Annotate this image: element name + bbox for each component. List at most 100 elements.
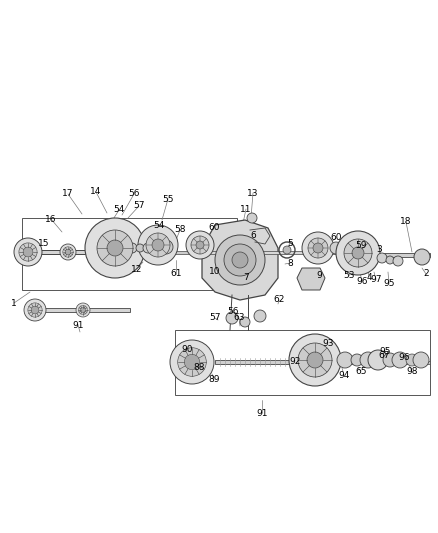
Text: 91: 91 xyxy=(256,408,268,417)
Circle shape xyxy=(247,213,257,223)
Polygon shape xyxy=(25,308,130,312)
Circle shape xyxy=(81,308,85,312)
Circle shape xyxy=(23,247,33,257)
Text: 17: 17 xyxy=(62,190,74,198)
Polygon shape xyxy=(297,268,325,290)
Text: 12: 12 xyxy=(131,264,143,273)
Text: 8: 8 xyxy=(287,259,293,268)
Circle shape xyxy=(344,239,372,267)
Text: 65: 65 xyxy=(355,367,367,376)
Circle shape xyxy=(159,240,173,254)
Circle shape xyxy=(78,305,88,314)
Text: 54: 54 xyxy=(153,221,165,230)
Polygon shape xyxy=(202,220,278,300)
Text: 58: 58 xyxy=(174,225,186,235)
Text: 91: 91 xyxy=(72,320,84,329)
Circle shape xyxy=(386,256,394,264)
Circle shape xyxy=(19,243,37,261)
Text: 92: 92 xyxy=(290,357,301,366)
Text: 54: 54 xyxy=(113,206,125,214)
Circle shape xyxy=(24,299,46,321)
Circle shape xyxy=(336,231,380,275)
Text: 60: 60 xyxy=(330,233,342,243)
Circle shape xyxy=(393,256,403,266)
Circle shape xyxy=(31,306,39,314)
Circle shape xyxy=(330,242,342,254)
Circle shape xyxy=(127,243,137,253)
Text: 2: 2 xyxy=(423,270,429,279)
Circle shape xyxy=(184,354,200,370)
Text: 18: 18 xyxy=(400,217,412,227)
Circle shape xyxy=(289,334,341,386)
Circle shape xyxy=(138,225,178,265)
Text: 3: 3 xyxy=(376,246,382,254)
Circle shape xyxy=(298,343,332,377)
Circle shape xyxy=(107,240,123,256)
Text: 97: 97 xyxy=(370,276,382,285)
Text: 59: 59 xyxy=(355,240,367,249)
Circle shape xyxy=(97,230,133,266)
Text: 53: 53 xyxy=(343,271,355,279)
Circle shape xyxy=(392,352,408,368)
Circle shape xyxy=(383,353,397,367)
Text: 16: 16 xyxy=(45,214,57,223)
Circle shape xyxy=(215,235,265,285)
Text: 9: 9 xyxy=(316,271,322,280)
Circle shape xyxy=(308,238,328,258)
Circle shape xyxy=(170,340,214,384)
Polygon shape xyxy=(215,360,295,364)
Text: 93: 93 xyxy=(322,338,334,348)
Circle shape xyxy=(377,253,387,263)
Circle shape xyxy=(414,249,430,265)
Circle shape xyxy=(302,232,334,264)
Circle shape xyxy=(283,246,291,254)
Circle shape xyxy=(352,247,364,259)
Text: 63: 63 xyxy=(233,313,245,322)
Circle shape xyxy=(28,303,42,317)
Circle shape xyxy=(178,348,206,376)
Circle shape xyxy=(14,238,42,266)
Text: 56: 56 xyxy=(227,308,239,317)
Circle shape xyxy=(85,218,145,278)
Circle shape xyxy=(224,244,256,276)
Text: 67: 67 xyxy=(378,351,390,360)
Text: 14: 14 xyxy=(90,188,102,197)
Text: 98: 98 xyxy=(406,367,418,376)
Text: 10: 10 xyxy=(209,266,221,276)
Circle shape xyxy=(63,247,73,257)
Text: 89: 89 xyxy=(208,376,220,384)
Text: 96: 96 xyxy=(356,278,368,287)
Circle shape xyxy=(413,352,429,368)
Circle shape xyxy=(307,352,323,368)
Polygon shape xyxy=(115,251,210,254)
Circle shape xyxy=(196,241,204,249)
Circle shape xyxy=(65,249,71,255)
Circle shape xyxy=(360,352,376,368)
Text: 4: 4 xyxy=(366,272,372,281)
Text: 61: 61 xyxy=(170,270,182,279)
Text: 88: 88 xyxy=(193,362,205,372)
Circle shape xyxy=(337,352,353,368)
Text: 5: 5 xyxy=(287,238,293,247)
Circle shape xyxy=(232,252,248,268)
Circle shape xyxy=(226,312,238,324)
Text: 62: 62 xyxy=(273,295,285,304)
Text: 13: 13 xyxy=(247,189,259,198)
Circle shape xyxy=(143,243,153,253)
Polygon shape xyxy=(22,250,100,254)
Text: 94: 94 xyxy=(338,370,350,379)
Text: 1: 1 xyxy=(11,298,17,308)
Text: 7: 7 xyxy=(243,273,249,282)
Circle shape xyxy=(368,350,388,370)
Circle shape xyxy=(240,317,250,327)
Circle shape xyxy=(351,354,363,366)
Polygon shape xyxy=(200,251,360,254)
Circle shape xyxy=(152,239,164,251)
Text: 6: 6 xyxy=(250,231,256,240)
Polygon shape xyxy=(380,253,430,257)
Circle shape xyxy=(146,233,170,257)
Circle shape xyxy=(186,231,214,259)
Circle shape xyxy=(191,236,209,254)
Circle shape xyxy=(60,244,76,260)
Text: 55: 55 xyxy=(162,195,174,204)
